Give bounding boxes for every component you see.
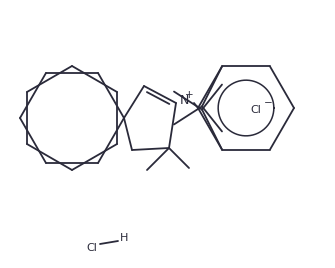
Text: Cl: Cl [86, 243, 97, 253]
Text: H: H [120, 233, 128, 243]
Text: Cl: Cl [251, 105, 261, 115]
Text: +: + [185, 90, 193, 100]
Text: −: − [264, 98, 272, 108]
Text: N: N [180, 95, 189, 107]
